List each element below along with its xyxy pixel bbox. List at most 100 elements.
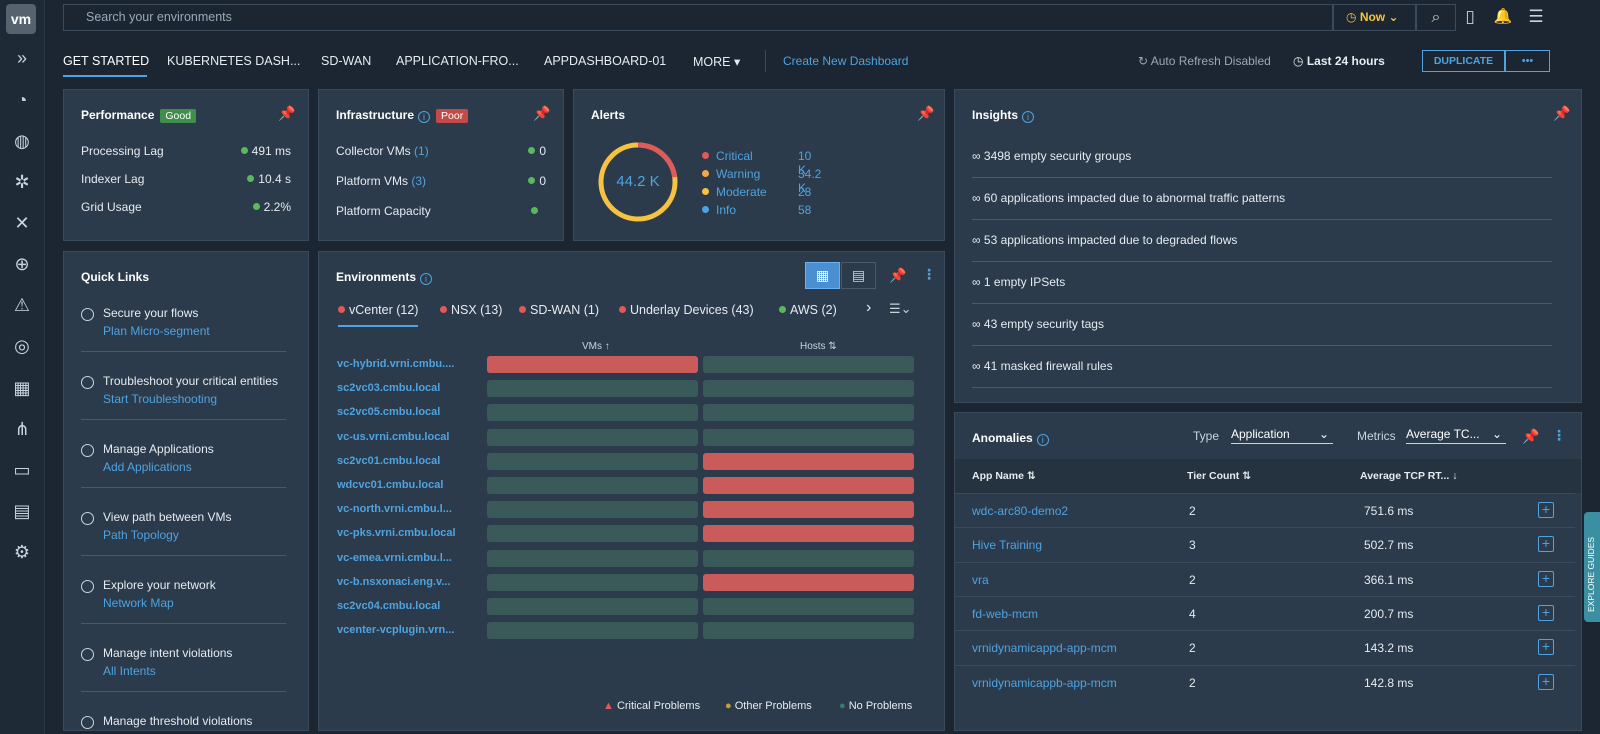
expand-plus-icon[interactable]: + [1538,570,1554,587]
insight-item[interactable]: ∞ 60 applications impacted due to abnorm… [972,191,1552,205]
environment-name[interactable]: sc2vc05.cmbu.local [337,406,441,419]
quick-link-action[interactable]: Start Troubleshooting [103,392,218,406]
vms-status-bar[interactable] [487,622,698,640]
alerts-total[interactable]: 44.2 K [616,173,660,190]
expand-plus-icon[interactable]: + [1538,536,1554,553]
explore-guides-tab[interactable]: EXPLORE GUIDES [1584,512,1600,622]
environment-name[interactable]: vc-emea.vrni.cmbu.l... [337,551,452,564]
pin-icon[interactable]: 📌 [278,105,296,121]
hosts-status-bar[interactable] [703,598,914,615]
kebab-menu-icon[interactable]: ⋮ [1552,427,1566,443]
expand-plus-icon[interactable]: + [1538,502,1554,518]
app-name-link[interactable]: Hive Training [972,538,1043,553]
vms-status-bar[interactable] [487,549,698,567]
environment-name[interactable]: wdcvc01.cmbu.local [337,479,444,491]
env-tab-vcenter[interactable]: vCenter (12) [338,303,418,317]
info-icon[interactable]: i [1036,434,1049,446]
dashboard-icon[interactable]: ◔ [16,90,28,110]
vms-status-bar[interactable] [487,501,698,519]
insight-item[interactable]: ∞ 41 masked firewall rules [972,359,1552,373]
heatmap-view-icon[interactable]: ▦ [805,262,840,289]
app-name-link[interactable]: vrnidynamicappd-app-mcm [972,641,1117,656]
alert-row-critical[interactable]: Critical 10 K [702,149,811,177]
monitor-icon[interactable]: ▭ [13,460,31,480]
tab-sd-wan[interactable]: SD-WAN [321,54,372,68]
vms-column-header[interactable]: VMs ↑ [582,341,610,352]
table-row[interactable]: vra 2 366.1 ms + [955,561,1575,596]
pin-icon[interactable]: 📌 [533,105,551,121]
chevron-right-icon[interactable]: › [866,299,872,316]
quick-link-action[interactable]: Network Map [103,596,174,610]
expand-icon[interactable]: » [16,48,27,68]
hosts-status-bar[interactable] [703,428,914,446]
hosts-status-bar[interactable] [703,452,914,470]
discover-icon[interactable]: ◍ [14,131,30,151]
tab-more[interactable]: MORE ▾ [693,54,740,69]
quick-link-action[interactable]: All Intents [103,664,156,678]
quick-link-action[interactable]: Add Applications [103,460,192,474]
hosts-status-bar[interactable] [703,549,914,567]
vms-status-bar[interactable] [487,356,698,373]
kebab-menu-icon[interactable]: ⋮ [922,266,936,282]
settings-icon[interactable]: ⚙ [13,542,31,562]
hosts-column-header[interactable]: Hosts ⇅ [800,341,837,352]
hosts-status-bar[interactable] [703,525,914,543]
environment-name[interactable]: sc2vc04.cmbu.local [337,600,441,612]
insight-item[interactable]: ∞ 1 empty IPSets [972,275,1552,289]
vms-status-bar[interactable] [487,404,698,422]
app-name-link[interactable]: vra [972,572,989,587]
bookmark-icon[interactable]: ▯ [1465,7,1475,26]
menu-icon[interactable]: ☰ [1528,7,1544,26]
environment-name[interactable]: sc2vc03.cmbu.local [337,382,441,395]
info-icon[interactable]: i [420,273,433,285]
tools-icon[interactable]: ✕ [14,213,30,233]
environment-name[interactable]: vc-north.vrni.cmbu.l... [337,503,452,516]
expand-plus-icon[interactable]: + [1538,639,1554,656]
hosts-status-bar[interactable] [703,404,914,422]
hosts-status-bar[interactable] [703,573,914,591]
bell-icon[interactable]: 🔔 [1493,8,1513,25]
pin-icon[interactable]: 📌 [917,105,935,121]
alert-row-info[interactable]: Info 58 [702,203,811,221]
vms-status-bar[interactable] [487,380,698,398]
app-name-header[interactable]: App Name ⇅ [972,470,1036,482]
search-icon[interactable]: ⌕ [1416,4,1456,31]
hosts-status-bar[interactable] [703,380,914,398]
insight-item[interactable]: ∞ 43 empty security tags [972,317,1552,331]
vms-status-bar[interactable] [487,525,698,543]
network-icon[interactable]: ✲ [14,172,30,192]
vmware-logo[interactable]: vm [6,4,36,34]
environment-name[interactable]: vc-pks.vrni.cmbu.local [337,527,456,540]
time-range-selector[interactable]: ◷ Last 24 hours [1293,54,1385,68]
insight-item[interactable]: ∞ 3498 empty security groups [972,149,1552,163]
environment-name[interactable]: sc2vc01.cmbu.local [337,454,441,467]
vms-status-bar[interactable] [487,428,698,446]
globe-icon[interactable]: ◎ [14,336,30,356]
vms-status-bar[interactable] [487,452,698,470]
report-icon[interactable]: ▤ [13,501,31,521]
app-name-link[interactable]: vrnidynamicappb-app-mcm [972,675,1117,690]
hosts-status-bar[interactable] [703,622,914,640]
tab-appdashboard[interactable]: APPDASHBOARD-01 [544,54,667,68]
env-tab-aws[interactable]: AWS (2) [779,303,837,317]
type-select[interactable]: Application ⌄ [1231,427,1333,444]
tab-get-started[interactable]: GET STARTED [63,54,150,68]
vms-status-bar[interactable] [487,598,698,615]
analytics-icon[interactable]: ▦ [13,378,31,398]
pin-icon[interactable]: 📌 [889,267,907,283]
duplicate-button[interactable]: DUPLICATE [1422,50,1505,72]
expand-plus-icon[interactable]: + [1538,673,1554,690]
platform-vms-count[interactable]: (3) [411,174,427,188]
target-icon[interactable]: ⊕ [14,254,30,274]
collector-vms-count[interactable]: (1) [414,144,429,158]
hosts-status-bar[interactable] [703,501,914,519]
app-name-link[interactable]: fd-web-mcm [972,606,1039,621]
env-tab-underlay[interactable]: Underlay Devices (43) [619,303,754,317]
hosts-status-bar[interactable] [703,477,914,494]
table-row[interactable]: vrnidynamicappd-app-mcm 2 143.2 ms + [955,630,1575,664]
more-actions-button[interactable]: ••• [1505,50,1550,72]
vms-status-bar[interactable] [487,573,698,591]
table-row[interactable]: fd-web-mcm 4 200.7 ms + [955,595,1575,630]
environment-name[interactable]: vc-hybrid.vrni.cmbu.... [337,358,455,370]
vms-status-bar[interactable] [487,477,698,494]
